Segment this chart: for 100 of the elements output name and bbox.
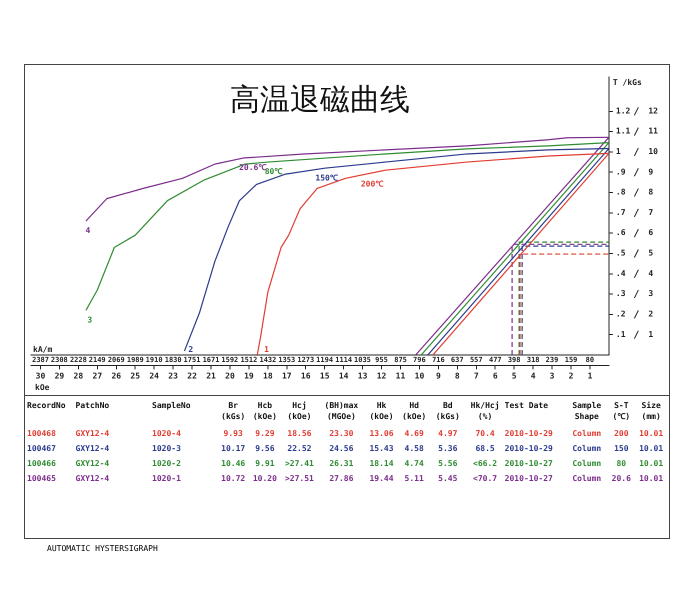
text: 1020-2 [152,458,182,469]
text: (BH)max (MGOe) [324,400,360,422]
chart-title: 高温退磁曲线 [230,82,410,118]
text: 2010-10-29 [504,443,554,454]
x-tick-label: 13 [358,371,368,380]
text: 5.11 [404,473,425,484]
annotation: 2 [188,345,194,354]
y2-tick-label: 9 [648,167,654,176]
y-tick-label: 1 [616,147,621,156]
text: Hk/Hcj (%) [470,400,501,422]
x-tick-label: 21 [206,371,216,380]
text: GXY12-4 [76,428,110,439]
text: Sample Shape [571,400,602,422]
text: Column [571,473,602,484]
x-tick-label: 6 [492,371,498,380]
y-tick-label: .3 [616,289,626,298]
y2-tick-label: 3 [648,289,654,298]
x-tick-label: 25 [130,371,140,380]
y-axis-title: T /kGs [612,78,642,87]
text: 9.56 [254,443,276,454]
text: 100467 [27,443,57,454]
x-tick-label: 15 [320,371,330,380]
x-tick-label: 16 [300,371,311,380]
annotation: 200℃ [360,179,384,188]
text: Size (mm) [640,400,662,422]
y2-tick-label: 8 [648,188,654,197]
y2-tick-label: 12 [648,106,658,116]
y-tick-label: .1 [616,330,626,339]
text: <66.2 [472,458,498,469]
text: 10.01 [638,443,664,454]
text: 70.4 [474,428,496,439]
text: S-T (℃) [611,400,632,422]
y2-tick-label: 4 [648,268,654,278]
text: 9.93 [222,428,244,439]
x-tick-label: 3 [550,371,555,380]
text: 9.29 [254,428,276,439]
x-tick-label: 12 [376,371,387,380]
text: 22.52 [286,443,312,454]
y2-tick-label: 2 [648,309,654,318]
text: 10.01 [638,473,664,484]
text: Column [571,428,602,439]
text: 19.44 [368,473,395,484]
x-tick-label: 29 [54,371,64,380]
x-tick-label: 9 [436,371,441,380]
text: GXY12-4 [76,443,110,454]
text: SampleNo [152,400,192,412]
text: 18.14 [368,458,395,469]
x-tick-label: 8 [454,371,460,380]
text: AUTOMATIC HYSTERSIGRAPH [47,544,158,553]
text: GXY12-4 [76,473,110,484]
annotation: 150℃ [315,173,338,182]
x-tick-label: 28 [74,371,84,380]
text: 4.74 [404,458,425,469]
text: Hcb (kOe) [252,400,278,422]
text: 1020-3 [152,443,182,454]
text: 4.58 [404,443,425,454]
text: Hd (kOe) [401,400,428,422]
text: 200 [613,428,630,439]
text: 150 [613,443,630,454]
text: RecordNo [27,400,67,412]
annotation: 4 [85,226,90,236]
text: GXY12-4 [76,458,110,469]
text: 10.17 [220,443,246,454]
text: PatchNo [76,400,110,412]
text: 1020-4 [152,428,182,439]
y-tick-label: .7 [616,208,626,217]
text: 4.97 [437,428,458,439]
text: 5.45 [437,473,458,484]
y-tick-label: 1.2 [616,106,631,116]
text: 2010-10-27 [504,458,554,469]
x-tick-label: 26 [111,371,122,380]
text: 10.46 [220,458,246,469]
annotation: 1 [264,345,270,354]
annotation: 3 [87,315,92,324]
x-tick-label: 27 [92,371,102,380]
text: 18.56 [286,428,312,439]
y-tick-label: .2 [616,309,626,318]
text: 68.5 [474,443,496,454]
x-tick-label: 20 [225,371,235,380]
text: >27.41 [284,458,315,469]
y2-tick-label: 7 [648,208,654,217]
text: 10.01 [638,428,664,439]
y-tick-label: 1.1 [616,126,631,136]
text: 100465 [27,473,57,484]
text: >27.51 [284,473,315,484]
x-tick-label: 5 [512,371,517,380]
text: Column [571,458,602,469]
x-axis-title: kOe [35,383,50,392]
y2-tick-label: 5 [648,248,654,258]
text: 24.56 [328,443,354,454]
text: Hcj (kOe) [286,400,312,422]
x-tick-label: 24 [149,371,160,380]
x-tick-label: 11 [396,371,406,380]
text: 23.30 [328,428,354,439]
text: 100466 [27,458,57,469]
text: 2010-10-29 [504,428,554,439]
text: 13.06 [368,428,395,439]
x-tick-label: 22 [187,371,198,380]
text: Hk (kOe) [368,400,395,422]
x-tick-label: 10 [414,371,424,380]
